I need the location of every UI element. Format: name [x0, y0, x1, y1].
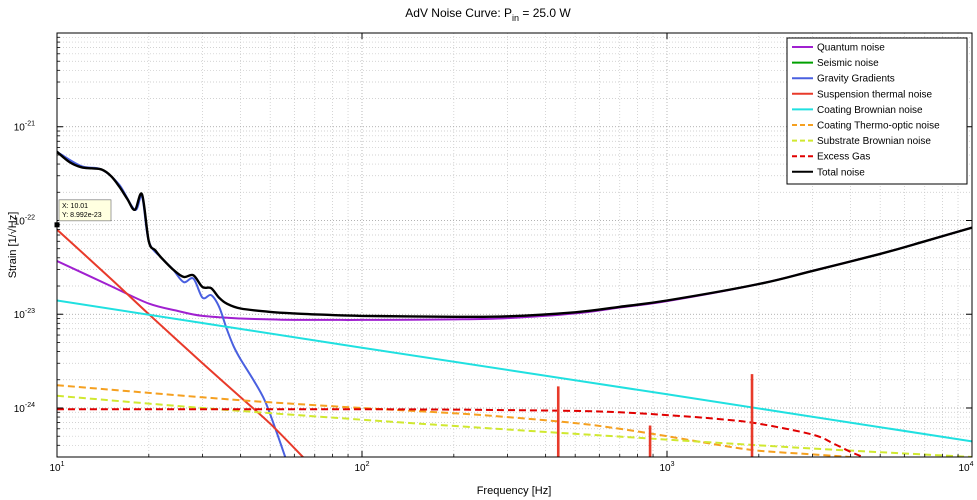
legend: Quantum noise Seismic noise Gravity Gradie… [786, 37, 968, 185]
series-line-8 [57, 150, 972, 319]
y-tick-label: 10-23 [14, 308, 35, 321]
series-layer [57, 150, 972, 457]
series-line-5 [57, 384, 851, 457]
chart-title-sub: in [512, 13, 519, 23]
data-tip-y: Y: 8.992e-23 [62, 212, 102, 219]
legend-label-6: Substrate Brownian noise [817, 136, 931, 147]
legend-label-7: Excess Gas [817, 152, 870, 163]
legend-label-8: Total noise [817, 167, 865, 178]
series-line-3 [57, 228, 304, 457]
chart-title-main: AdV Noise Curve: P [405, 6, 512, 20]
chart-title: AdV Noise Curve: Pin = 25.0 W [405, 6, 571, 23]
x-tick-label: 101 [49, 461, 64, 474]
legend-box [786, 37, 968, 185]
series-line-6 [57, 394, 972, 457]
legend-label-5: Coating Thermo-optic noise [817, 121, 940, 132]
y-tick-label: 10-24 [14, 402, 35, 415]
legend-label-1: Seismic noise [817, 58, 879, 69]
axes-frame [56, 32, 973, 458]
spike-layer [556, 374, 754, 457]
data-tip-x: X: 10.01 [62, 203, 88, 210]
axis-ticks: 101 102 103 104 10-24 10-23 10-22 10-21 [14, 33, 974, 474]
legend-label-4: Coating Brownian noise [817, 105, 923, 116]
series-line-7 [57, 408, 864, 457]
x-axis-label: Frequency [Hz] [477, 485, 552, 497]
x-tick-label: 104 [958, 461, 973, 474]
y-tick-label: 10-22 [14, 214, 35, 227]
legend-label-3: Suspension thermal noise [817, 89, 933, 100]
chart-title-rest: = 25.0 W [519, 6, 571, 20]
legend-label-0: Quantum noise [817, 43, 885, 54]
data-tip-marker [54, 222, 60, 228]
x-tick-label: 103 [659, 461, 674, 474]
y-axis-label: Strain [1/√Hz] [7, 212, 19, 279]
legend-label-2: Gravity Gradients [817, 74, 895, 85]
data-tip-box [58, 199, 112, 222]
y-tick-label: 10-21 [14, 121, 35, 134]
x-tick-label: 102 [354, 461, 369, 474]
data-tip[interactable]: X: 10.01 Y: 8.992e-23 [54, 199, 112, 228]
series-line-4 [57, 299, 972, 443]
